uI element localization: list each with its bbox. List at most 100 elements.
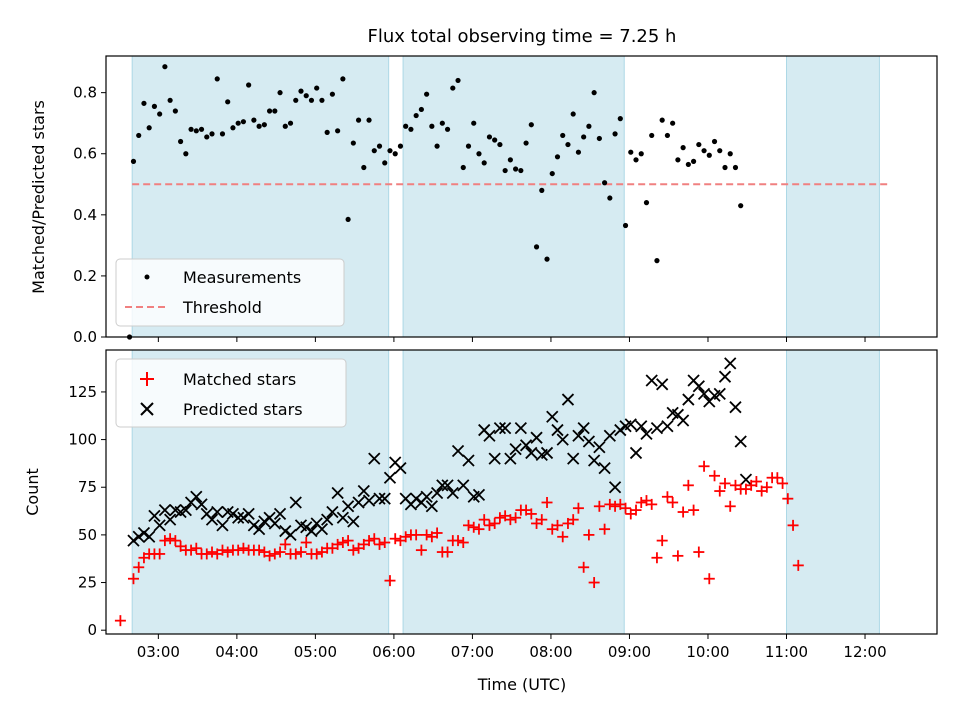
matched-point-111: [703, 573, 715, 585]
predicted-point-22: [242, 507, 255, 521]
predicted-point-93: [614, 423, 627, 437]
matched-point-21: [232, 544, 244, 556]
bottom-plot-frame: [105, 349, 938, 635]
measurement-point-69: [486, 134, 493, 140]
predicted-point-117: [739, 473, 753, 486]
matched-point-6: [154, 548, 166, 560]
measurement-point-19: [225, 99, 231, 105]
predicted-point-56: [420, 490, 433, 503]
measurement-point-38: [324, 129, 330, 135]
predicted-point-100: [650, 422, 664, 435]
predicted-point-13: [195, 498, 208, 511]
predicted-point-15: [205, 513, 219, 526]
top-x-ticks: [157, 337, 866, 342]
legend-measurements-label: Measurements: [183, 268, 301, 287]
matched-point-91: [599, 523, 611, 535]
measurement-point-114: [722, 164, 728, 171]
bottom-ytick-label-2: 50: [78, 526, 97, 544]
predicted-point-38: [326, 505, 339, 519]
matched-point-88: [583, 529, 595, 541]
matched-point-85: [567, 514, 579, 526]
measurement-point-96: [628, 149, 634, 155]
matched-point-107: [682, 479, 694, 491]
measurement-point-40: [335, 128, 341, 134]
legend-threshold-label: Threshold: [182, 298, 262, 317]
top-ytick-label-2: 0.4: [73, 206, 97, 224]
matched-point-32: [290, 548, 302, 560]
top-ytick-label-3: 0.6: [73, 145, 97, 163]
matched-point-56: [415, 544, 427, 556]
matched-point-110: [698, 460, 710, 472]
predicted-point-75: [519, 439, 533, 452]
measurement-point-110: [701, 148, 707, 154]
measurement-point-62: [450, 85, 456, 91]
measurement-point-30: [282, 123, 288, 129]
measurement-point-34: [303, 93, 309, 99]
shaded-interval-2: [786, 55, 880, 338]
matched-point-120: [750, 476, 762, 488]
predicted-point-87: [582, 435, 596, 448]
top-legend: Measurements Threshold: [115, 258, 345, 327]
predicted-point-44: [357, 484, 370, 498]
xtick-label-3: 06:00: [372, 643, 415, 661]
xtick-label-8: 11:00: [765, 643, 808, 661]
measurement-point-23: [246, 82, 252, 88]
predicted-point-106: [682, 393, 695, 406]
bottom-y-axis: 0 25 50 75 100 125: [68, 383, 106, 639]
matched-point-40: [332, 538, 344, 550]
measurement-point-81: [549, 170, 555, 177]
predicted-point-80: [546, 410, 559, 423]
predicted-point-27: [268, 517, 281, 530]
top-ytick-label-4: 0.8: [73, 84, 97, 102]
matched-point-109: [693, 546, 705, 558]
predicted-point-36: [315, 523, 329, 536]
matched-point-74: [510, 512, 522, 524]
measurement-point-100: [649, 132, 655, 139]
bottom-x-axis: 03:00 04:00 05:00 06:00 07:00 08:00 09:00 10:00…: [137, 634, 887, 661]
measurement-point-111: [706, 152, 712, 158]
predicted-point-49: [383, 471, 397, 484]
measurement-point-91: [602, 180, 608, 186]
predicted-point-66: [472, 488, 486, 501]
measurement-point-90: [596, 135, 602, 142]
predicted-point-28: [273, 507, 287, 521]
measurement-point-70: [492, 137, 498, 143]
measurement-point-47: [371, 148, 377, 154]
measurement-point-58: [429, 123, 435, 129]
predicted-point-51: [394, 462, 407, 475]
measurement-point-39: [329, 91, 335, 97]
predicted-point-40: [336, 511, 350, 524]
predicted-point-114: [724, 357, 737, 370]
predicted-point-92: [608, 481, 622, 494]
measurement-point-105: [675, 157, 681, 163]
measurement-point-101: [654, 258, 660, 264]
predicted-point-62: [451, 444, 465, 458]
measurement-point-25: [256, 123, 262, 129]
predicted-point-112: [713, 387, 726, 400]
measurement-point-99: [643, 200, 650, 206]
measurement-point-63: [455, 77, 461, 84]
matched-point-68: [478, 514, 490, 526]
matched-point-28: [269, 548, 281, 560]
matched-point-33: [295, 546, 307, 558]
measurement-point-93: [612, 131, 618, 137]
predicted-point-60: [441, 479, 454, 492]
measurement-point-97: [633, 157, 639, 163]
shaded-interval-2: [786, 349, 880, 635]
matched-point-89: [588, 577, 600, 589]
predicted-point-30: [284, 528, 297, 542]
matched-point-92: [604, 498, 616, 510]
matched-point-104: [667, 496, 679, 508]
matched-point-1: [127, 573, 139, 585]
predicted-point-86: [577, 422, 590, 435]
matched-point-53: [400, 531, 412, 543]
measurement-point-6: [157, 111, 163, 117]
measurement-point-32: [293, 97, 299, 103]
predicted-point-46: [368, 452, 381, 465]
predicted-point-41: [341, 500, 355, 513]
bottom-legend-box: [115, 358, 347, 428]
xtick-label-2: 05:00: [294, 643, 337, 661]
predicted-point-90: [598, 462, 611, 475]
measurement-point-79: [539, 187, 545, 193]
